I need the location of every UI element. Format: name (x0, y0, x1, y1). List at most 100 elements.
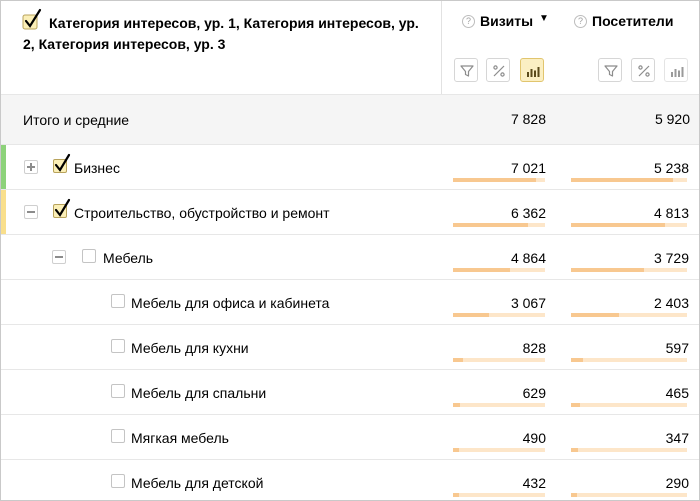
row-label[interactable]: Мебель (103, 250, 154, 266)
bar-fill (453, 268, 511, 272)
row-visits: 6 362 (510, 205, 546, 221)
row-label[interactable]: Мебель для детской (131, 475, 264, 491)
visits-bar (453, 403, 545, 407)
row-checkbox[interactable] (111, 339, 125, 353)
bar-fill (453, 493, 459, 497)
visitors-bar (571, 493, 687, 497)
table-row[interactable]: Мягкая мебель 490 347 (1, 414, 699, 460)
visitors-bar (571, 358, 687, 362)
totals-visits: 7 828 (510, 111, 546, 127)
help-icon[interactable]: ? (462, 15, 475, 28)
visits-bar (453, 493, 545, 497)
row-visitors: 290 (665, 475, 689, 491)
percent-icon (493, 65, 505, 77)
bar-fill (453, 403, 461, 407)
row-color-marker (1, 145, 6, 189)
bar-chart-button[interactable] (664, 58, 688, 82)
table-row[interactable]: Мебель для кухни 828 597 (1, 324, 699, 370)
expand-icon[interactable] (24, 160, 38, 174)
percent-icon (638, 65, 650, 77)
table-row[interactable]: Мебель для детской 432 290 (1, 459, 699, 500)
row-checkbox[interactable] (53, 198, 71, 218)
visits-bar (453, 358, 545, 362)
table-row[interactable]: Мебель для спальни 629 465 (1, 369, 699, 415)
table-row[interactable]: Мебель для офиса и кабинета 3 067 2 403 (1, 279, 699, 325)
row-visits: 3 067 (510, 295, 546, 311)
bar-fill (571, 493, 577, 497)
row-checkbox[interactable] (111, 384, 125, 398)
visitors-column-label[interactable]: Посетители (592, 13, 674, 29)
row-visitors: 465 (665, 385, 689, 401)
visitors-bar (571, 223, 687, 227)
row-checkbox[interactable] (111, 474, 125, 488)
checkmark-icon (54, 198, 71, 217)
table-row[interactable]: Строительство, обустройство и ремонт 6 3… (1, 189, 699, 235)
row-visits: 828 (522, 340, 546, 356)
visits-bar (453, 448, 545, 452)
table-row[interactable]: Бизнес 7 021 5 238 (1, 144, 699, 190)
row-visits: 629 (522, 385, 546, 401)
bar-fill (453, 178, 536, 182)
row-label[interactable]: Бизнес (74, 160, 120, 176)
bar-fill (571, 358, 583, 362)
row-visitors: 347 (665, 430, 689, 446)
row-color-marker (1, 190, 6, 234)
checkmark-icon (54, 153, 71, 172)
filter-icon (460, 65, 474, 77)
row-visits: 432 (522, 475, 546, 491)
bar-fill (571, 403, 581, 407)
row-label[interactable]: Мебель для офиса и кабинета (131, 295, 330, 311)
visits-bar (453, 223, 545, 227)
row-checkbox[interactable] (82, 249, 96, 263)
row-visits: 7 021 (510, 160, 546, 176)
visitors-bar (571, 178, 687, 182)
row-checkbox[interactable] (111, 429, 125, 443)
visitors-column-header: ? Посетители (560, 1, 699, 93)
bar-chart-icon (527, 67, 540, 77)
bar-fill (571, 268, 645, 272)
bar-chart-button[interactable] (520, 58, 544, 82)
row-label[interactable]: Мягкая мебель (131, 430, 229, 446)
filter-icon (604, 65, 618, 77)
help-icon[interactable]: ? (574, 15, 587, 28)
percent-button[interactable] (486, 58, 510, 82)
collapse-icon[interactable] (52, 250, 66, 264)
percent-button[interactable] (631, 58, 655, 82)
row-visitors: 2 403 (653, 295, 689, 311)
row-label[interactable]: Мебель для кухни (131, 340, 249, 356)
filter-button[interactable] (598, 58, 622, 82)
row-checkbox[interactable] (53, 153, 71, 173)
row-label[interactable]: Мебель для спальни (131, 385, 267, 401)
visitors-bar (571, 403, 687, 407)
row-label[interactable]: Строительство, обустройство и ремонт (74, 205, 330, 221)
bar-chart-icon (671, 67, 684, 77)
totals-label: Итого и средние (23, 112, 130, 128)
visits-column-label[interactable]: Визиты (480, 13, 534, 29)
dimension-title[interactable]: Категория интересов, ур. 1, Категория ин… (23, 15, 419, 52)
visitors-bar (571, 313, 687, 317)
visitors-bar (571, 448, 687, 452)
table-row[interactable]: Мебель 4 864 3 729 (1, 234, 699, 280)
row-checkbox[interactable] (111, 294, 125, 308)
visitors-bar (571, 268, 687, 272)
row-visitors: 3 729 (653, 250, 689, 266)
visits-bar (453, 178, 545, 182)
checkmark-icon (22, 8, 42, 30)
row-visits: 4 864 (510, 250, 546, 266)
bar-fill (571, 178, 674, 182)
bar-fill (453, 448, 459, 452)
sort-desc-icon[interactable]: ▼ (539, 13, 549, 24)
bar-fill (571, 448, 578, 452)
visits-bar (453, 313, 545, 317)
collapse-icon[interactable] (24, 205, 38, 219)
bar-fill (453, 358, 464, 362)
row-visits: 490 (522, 430, 546, 446)
row-visitors: 5 238 (653, 160, 689, 176)
totals-row: Итого и средние 7 828 5 920 (1, 94, 699, 145)
row-visitors: 597 (665, 340, 689, 356)
filter-button[interactable] (454, 58, 478, 82)
row-visitors: 4 813 (653, 205, 689, 221)
select-all-checkbox[interactable] (21, 7, 43, 36)
bar-fill (571, 313, 619, 317)
